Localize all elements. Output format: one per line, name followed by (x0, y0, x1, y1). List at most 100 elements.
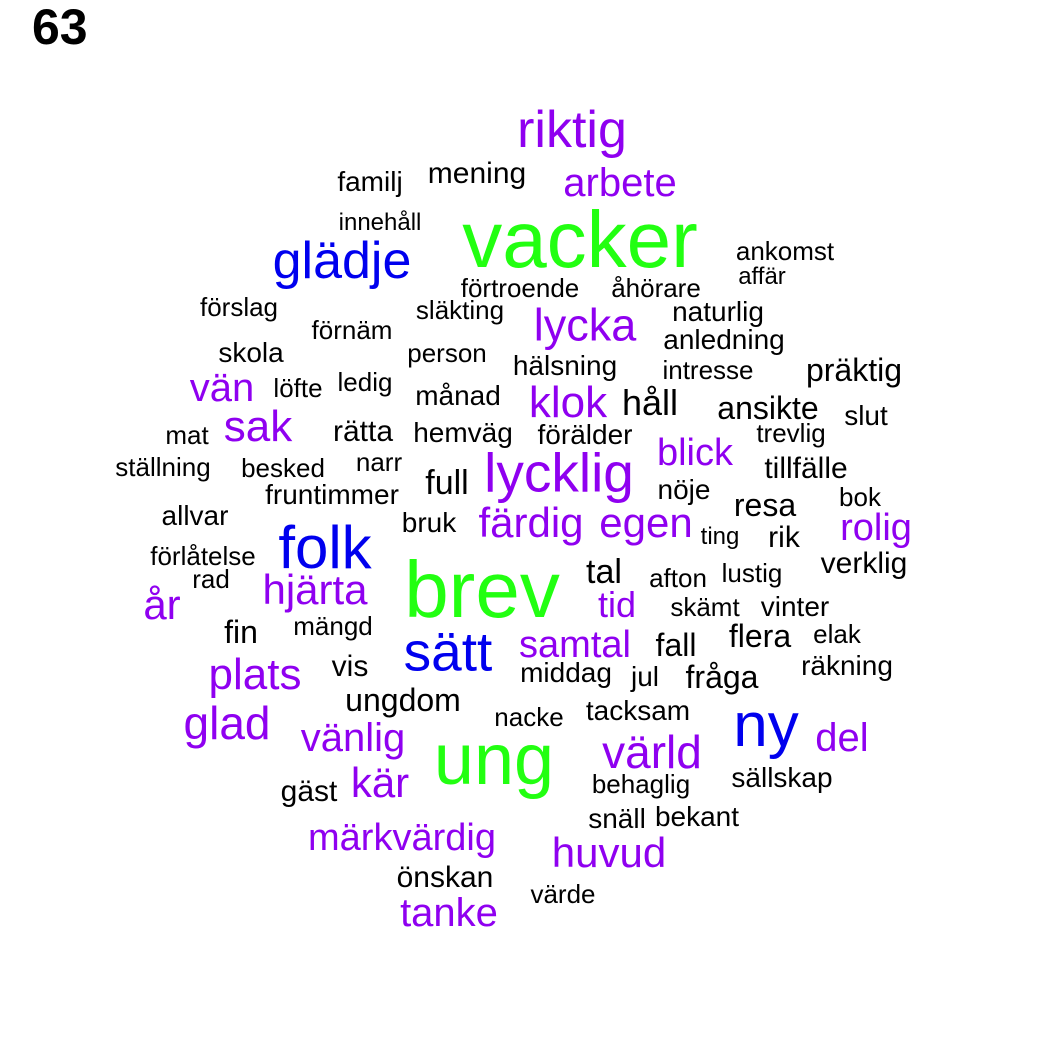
cloud-word: arbete (563, 161, 677, 205)
cloud-word: fin (224, 614, 258, 650)
cloud-word: rik (768, 521, 800, 554)
cloud-word: håll (621, 382, 679, 423)
cloud-word: mening (427, 157, 527, 190)
cloud-word: person (407, 338, 487, 368)
cloud-word: tacksam (585, 695, 691, 726)
cloud-word: besked (241, 453, 325, 483)
cloud-word: önskan (396, 861, 494, 894)
cloud-word: jul (630, 661, 660, 692)
cloud-word: blick (656, 432, 734, 474)
cloud-word: tillfälle (764, 452, 848, 485)
cloud-word: middag (520, 657, 612, 688)
cloud-word: kär (350, 759, 410, 806)
cloud-word: glad (183, 697, 271, 749)
cloud-word: sällskap (731, 762, 833, 793)
cloud-word: klok (528, 378, 608, 427)
cloud-word: rolig (840, 507, 912, 549)
cloud-word: märkvärdig (308, 817, 496, 859)
cloud-word: räkning (801, 650, 893, 681)
cloud-word: mängd (293, 611, 373, 641)
cloud-word: verklig (820, 547, 908, 580)
cloud-word: fruntimmer (265, 479, 399, 510)
cloud-word: gäst (280, 775, 338, 808)
cloud-word: skola (218, 337, 284, 368)
cloud-word: vacker (462, 195, 698, 284)
cloud-word: sak (223, 402, 293, 451)
cloud-word: riktig (517, 101, 627, 159)
cloud-word: brev (404, 545, 560, 634)
cloud-word: sätt (403, 620, 493, 683)
cloud-word: behaglig (591, 769, 691, 799)
cloud-word: åhörare (611, 273, 701, 303)
cloud-word: bekant (654, 801, 740, 832)
cloud-word: elak (813, 619, 861, 649)
cloud-word: förslag (199, 292, 279, 322)
cloud-word: fråga (685, 659, 759, 695)
cloud-word: narr (355, 447, 403, 477)
cloud-word: affär (738, 263, 786, 290)
cloud-word: tid (597, 584, 637, 625)
cloud-word: huvud (551, 829, 667, 876)
cloud-word: tanke (400, 891, 498, 935)
cloud-word: flera (728, 618, 792, 654)
cloud-word: snäll (588, 803, 646, 834)
cloud-word: förlåtelse (150, 541, 256, 571)
cloud-word: del (815, 716, 869, 760)
cloud-word: hemväg (413, 417, 513, 448)
cloud-word: innehåll (338, 209, 422, 236)
cloud-word: familj (337, 166, 403, 197)
cloud-word: mat (165, 420, 209, 450)
cloud-word: löfte (273, 373, 323, 403)
cloud-word: vis (331, 650, 369, 683)
cloud-word: ankomst (735, 236, 835, 266)
cloud-word: lycka (533, 299, 637, 351)
cloud-word: ungdom (345, 682, 461, 718)
cloud-word: vinter (760, 591, 830, 622)
cloud-word: lycklig (484, 441, 634, 504)
cloud-word: glädje (272, 232, 412, 290)
cloud-word: naturlig (672, 296, 764, 327)
cloud-word: hälsning (512, 350, 618, 381)
cloud-word: intresse (662, 355, 754, 385)
cloud-word: nöje (657, 474, 711, 505)
cloud-word: fall (655, 627, 697, 663)
cloud-word: rad (192, 564, 230, 594)
cloud-word: bok (839, 482, 881, 512)
cloud-word: trevlig (756, 418, 826, 448)
cloud-word: allvar (161, 500, 229, 531)
panel-label: 63 (32, 0, 88, 55)
cloud-word: egen (599, 499, 693, 546)
cloud-word: rätta (332, 415, 394, 448)
cloud-word: månad (415, 380, 501, 411)
cloud-word: präktig (805, 352, 903, 388)
cloud-word: slut (844, 400, 888, 431)
cloud-word: bruk (401, 507, 457, 538)
cloud-word: förtroende (460, 273, 580, 303)
cloud-word: ny (733, 691, 799, 760)
cloud-word: nacke (494, 702, 564, 732)
cloud-word: plats (208, 650, 302, 699)
cloud-word: lustig (721, 558, 783, 588)
cloud-word: förälder (537, 419, 633, 450)
cloud-word: år (143, 581, 181, 628)
cloud-word: hjärta (262, 566, 368, 613)
cloud-word: full (425, 464, 469, 502)
cloud-word: ställning (115, 452, 211, 482)
cloud-word: skämt (670, 592, 740, 622)
cloud-word: ung (433, 720, 555, 800)
cloud-word: släkting (415, 295, 505, 325)
cloud-word: värld (602, 726, 702, 778)
cloud-word: vän (189, 366, 255, 410)
cloud-word: förnäm (311, 315, 393, 345)
cloud-word: anledning (663, 324, 785, 355)
cloud-word: samtal (519, 624, 631, 666)
cloud-word: ansikte (717, 390, 819, 426)
cloud-word: ledig (337, 367, 393, 397)
cloud-word: folk (278, 514, 372, 581)
cloud-word: afton (649, 563, 707, 593)
cloud-word: färdig (478, 499, 584, 546)
cloud-word: vänlig (300, 716, 406, 760)
cloud-word: värde (530, 879, 596, 909)
cloud-word: resa (733, 487, 797, 523)
cloud-word: ting (700, 523, 740, 550)
